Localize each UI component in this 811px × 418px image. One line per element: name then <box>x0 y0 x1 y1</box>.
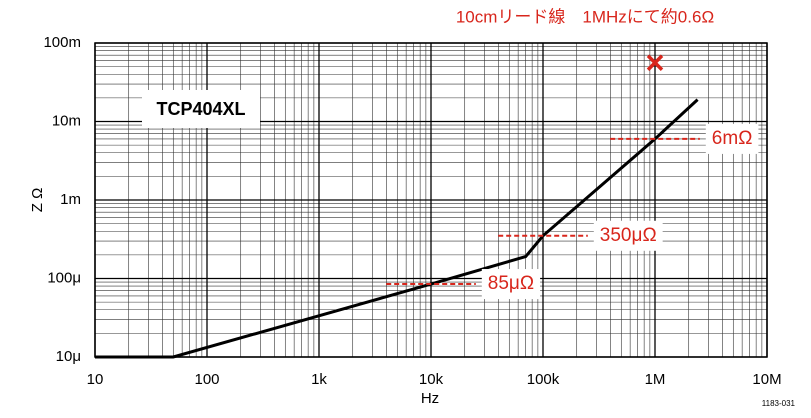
x-tick-label: 10k <box>419 371 444 388</box>
y-tick-label: 10m <box>52 112 81 129</box>
x-tick-label: 100k <box>527 371 560 388</box>
x-axis-label: Hz <box>421 390 439 407</box>
y-tick-label: 100m <box>43 34 81 51</box>
y-tick-label: 100μ <box>47 269 81 286</box>
annotation-box <box>705 123 759 154</box>
annotation-text: 350μΩ <box>600 225 657 246</box>
x-tick-label: 1k <box>311 371 327 388</box>
y-tick-label: 10μ <box>56 348 81 365</box>
annotation-text: 85μΩ <box>488 273 534 294</box>
marker <box>646 54 664 72</box>
x-tick-label: 1M <box>645 371 666 388</box>
y-axis-label: Z Ω <box>29 188 46 213</box>
x-tick-label: 10 <box>87 371 104 388</box>
y-tick-label: 1m <box>60 191 81 208</box>
x-tick-label: 100 <box>194 371 219 388</box>
label-box-text: TCP404XL <box>156 99 245 119</box>
x-tick-label: 10M <box>752 371 781 388</box>
figure-id: 1183-031 <box>762 399 796 408</box>
label-box <box>142 90 260 128</box>
annotation-text: 6mΩ <box>712 128 753 149</box>
annotation-box <box>481 269 541 300</box>
annotation-box <box>593 220 663 251</box>
chart-title: 10cmリード線 1MHzにて約0.6Ω <box>456 7 714 26</box>
plot-frame <box>94 42 768 358</box>
